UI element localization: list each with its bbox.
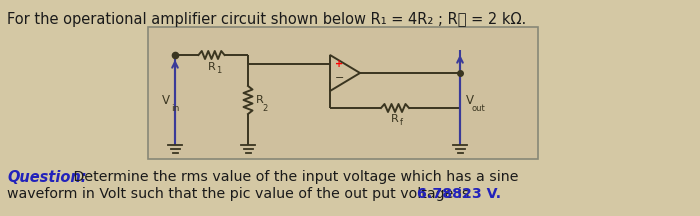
Text: R: R (208, 62, 216, 72)
Text: −: − (335, 73, 344, 83)
Text: Question:: Question: (7, 170, 87, 185)
Text: V: V (466, 94, 474, 106)
Bar (148, 27, 538, 159)
Text: Determine the rms value of the input voltage which has a sine: Determine the rms value of the input vol… (69, 170, 519, 184)
Text: out: out (472, 104, 486, 113)
Text: waveform in Volt such that the pic value of the out put voltage is: waveform in Volt such that the pic value… (7, 187, 474, 201)
Text: 6.78823 V.: 6.78823 V. (417, 187, 501, 201)
Text: 2: 2 (262, 104, 267, 113)
Text: 1: 1 (216, 66, 222, 75)
Text: For the operational amplifier circuit shown below R₁ = 4R₂ ; R⁦ = 2 kΩ.: For the operational amplifier circuit sh… (7, 12, 526, 27)
Text: V: V (162, 94, 170, 106)
Text: R: R (256, 95, 264, 105)
Text: +: + (335, 59, 343, 69)
Text: f: f (400, 118, 403, 127)
Text: R: R (391, 114, 399, 124)
Text: in: in (171, 104, 179, 113)
